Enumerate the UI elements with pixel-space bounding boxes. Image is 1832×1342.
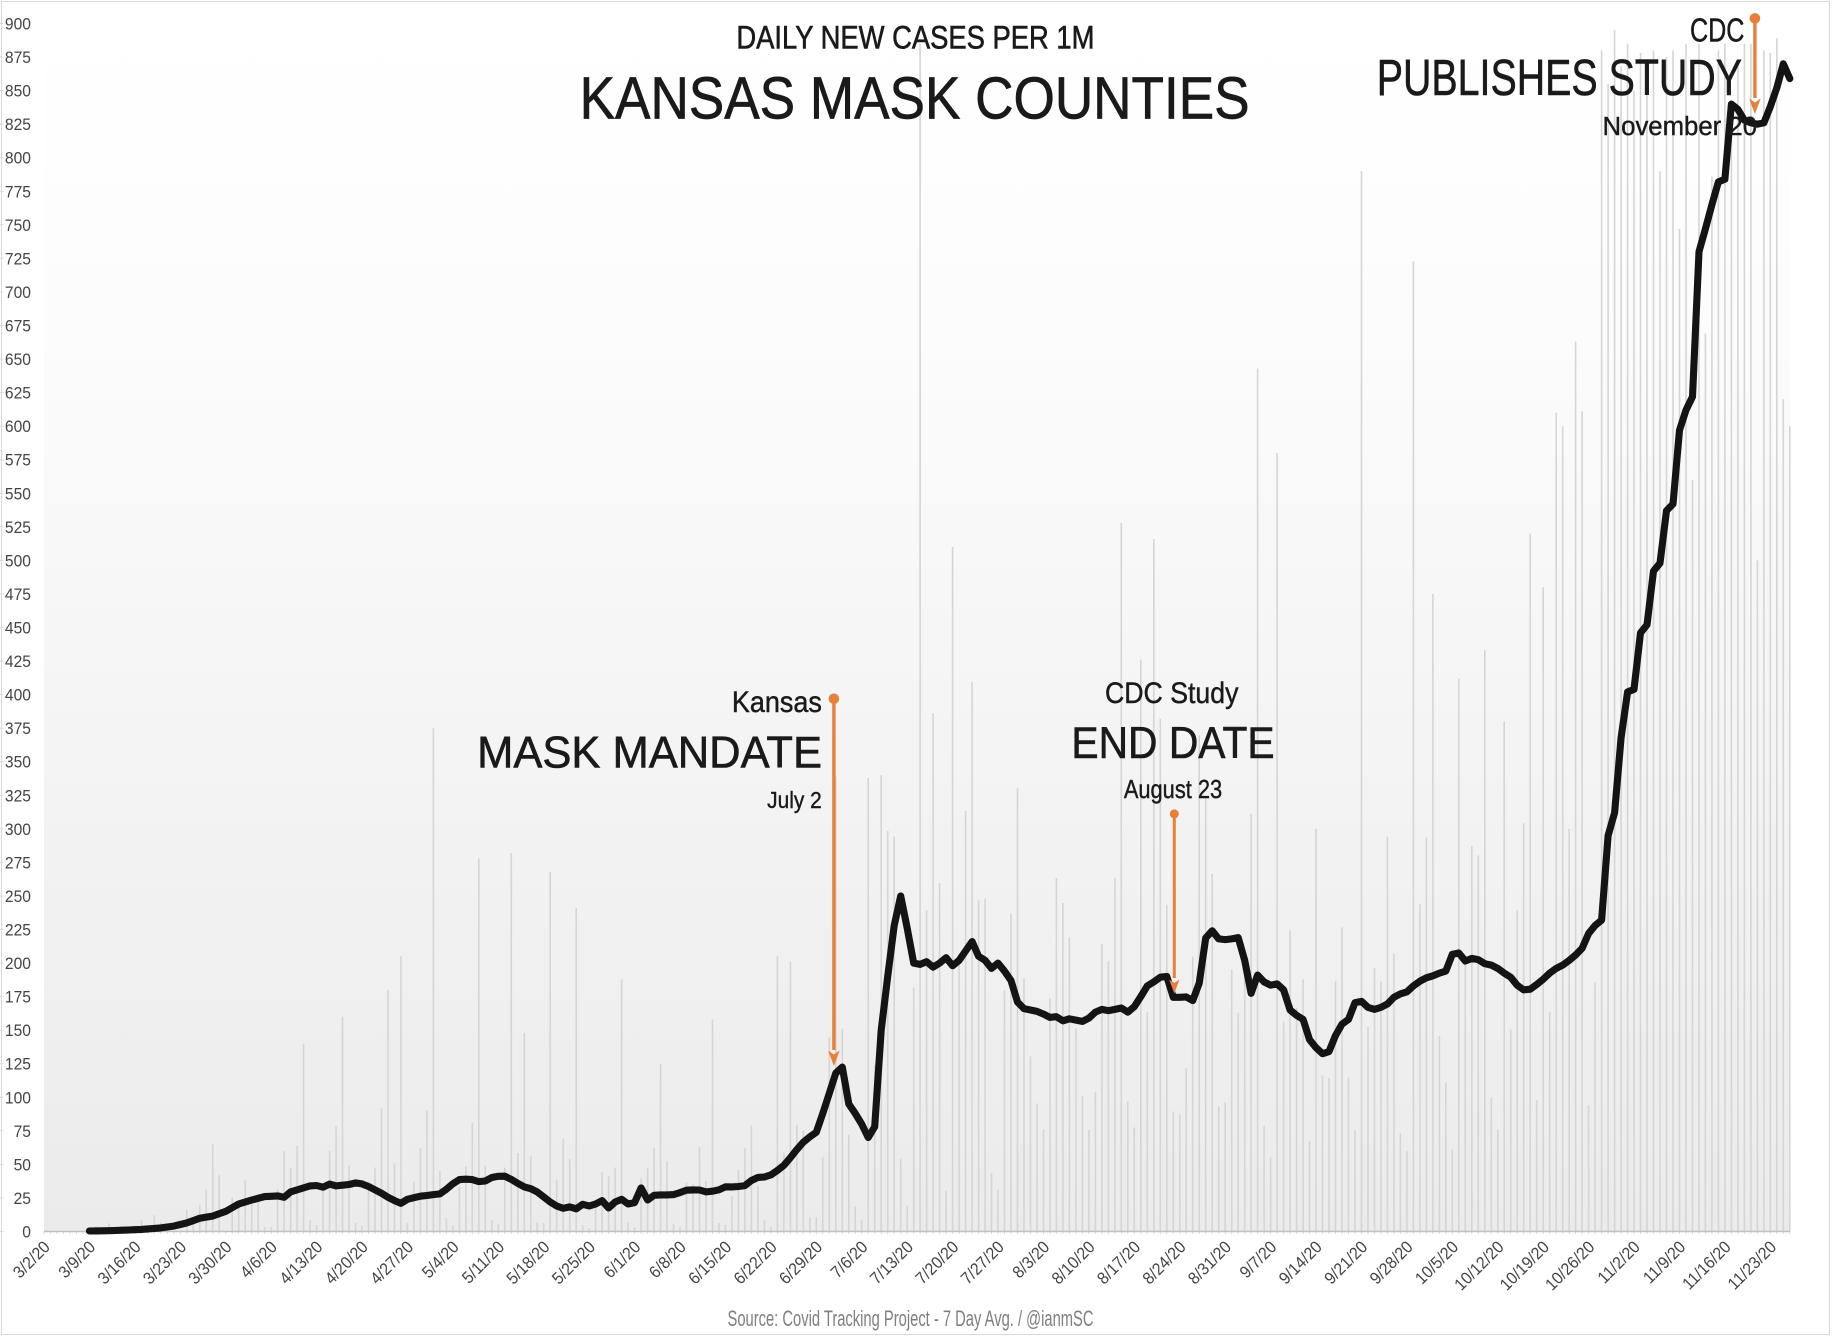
svg-text:CDC Study: CDC Study xyxy=(1105,677,1239,711)
svg-text:500: 500 xyxy=(5,552,31,571)
svg-text:MASK MANDATE: MASK MANDATE xyxy=(477,728,822,778)
svg-text:700: 700 xyxy=(5,283,31,302)
svg-text:825: 825 xyxy=(5,116,31,135)
svg-text:800: 800 xyxy=(5,149,31,168)
svg-text:END DATE: END DATE xyxy=(1071,718,1274,768)
svg-text:400: 400 xyxy=(5,686,31,705)
svg-text:Kansas: Kansas xyxy=(732,686,822,720)
svg-text:150: 150 xyxy=(5,1022,31,1041)
svg-text:125: 125 xyxy=(5,1055,31,1074)
svg-text:25: 25 xyxy=(14,1189,31,1208)
svg-text:525: 525 xyxy=(5,518,31,537)
svg-text:300: 300 xyxy=(5,820,31,839)
svg-text:DAILY NEW CASES PER 1M: DAILY NEW CASES PER 1M xyxy=(736,20,1094,56)
svg-text:275: 275 xyxy=(5,854,31,873)
svg-text:450: 450 xyxy=(5,619,31,638)
svg-text:November 20: November 20 xyxy=(1603,113,1757,141)
svg-text:550: 550 xyxy=(5,485,31,504)
svg-text:475: 475 xyxy=(5,585,31,604)
svg-text:100: 100 xyxy=(5,1089,31,1108)
svg-text:250: 250 xyxy=(5,887,31,906)
svg-text:Source: Covid Tracking Project: Source: Covid Tracking Project - 7 Day A… xyxy=(727,1306,1093,1331)
svg-text:900: 900 xyxy=(5,15,31,34)
svg-text:KANSAS MASK COUNTIES: KANSAS MASK COUNTIES xyxy=(580,65,1250,131)
svg-text:600: 600 xyxy=(5,418,31,437)
svg-text:775: 775 xyxy=(5,183,31,202)
svg-text:675: 675 xyxy=(5,317,31,336)
svg-text:575: 575 xyxy=(5,451,31,470)
svg-text:200: 200 xyxy=(5,955,31,974)
svg-text:350: 350 xyxy=(5,753,31,772)
svg-text:CDC: CDC xyxy=(1690,12,1744,49)
svg-text:175: 175 xyxy=(5,988,31,1007)
svg-text:875: 875 xyxy=(5,49,31,68)
svg-text:650: 650 xyxy=(5,351,31,370)
svg-text:0: 0 xyxy=(22,1223,31,1242)
svg-text:625: 625 xyxy=(5,384,31,403)
svg-text:225: 225 xyxy=(5,921,31,940)
svg-text:375: 375 xyxy=(5,720,31,739)
svg-text:75: 75 xyxy=(14,1122,31,1141)
svg-text:July 2: July 2 xyxy=(767,787,822,813)
svg-text:725: 725 xyxy=(5,250,31,269)
svg-text:850: 850 xyxy=(5,82,31,101)
svg-text:August 23: August 23 xyxy=(1124,775,1222,804)
svg-text:750: 750 xyxy=(5,216,31,235)
svg-text:325: 325 xyxy=(5,787,31,806)
svg-text:PUBLISHES STUDY: PUBLISHES STUDY xyxy=(1377,49,1742,106)
svg-text:425: 425 xyxy=(5,653,31,672)
svg-text:50: 50 xyxy=(14,1156,31,1175)
